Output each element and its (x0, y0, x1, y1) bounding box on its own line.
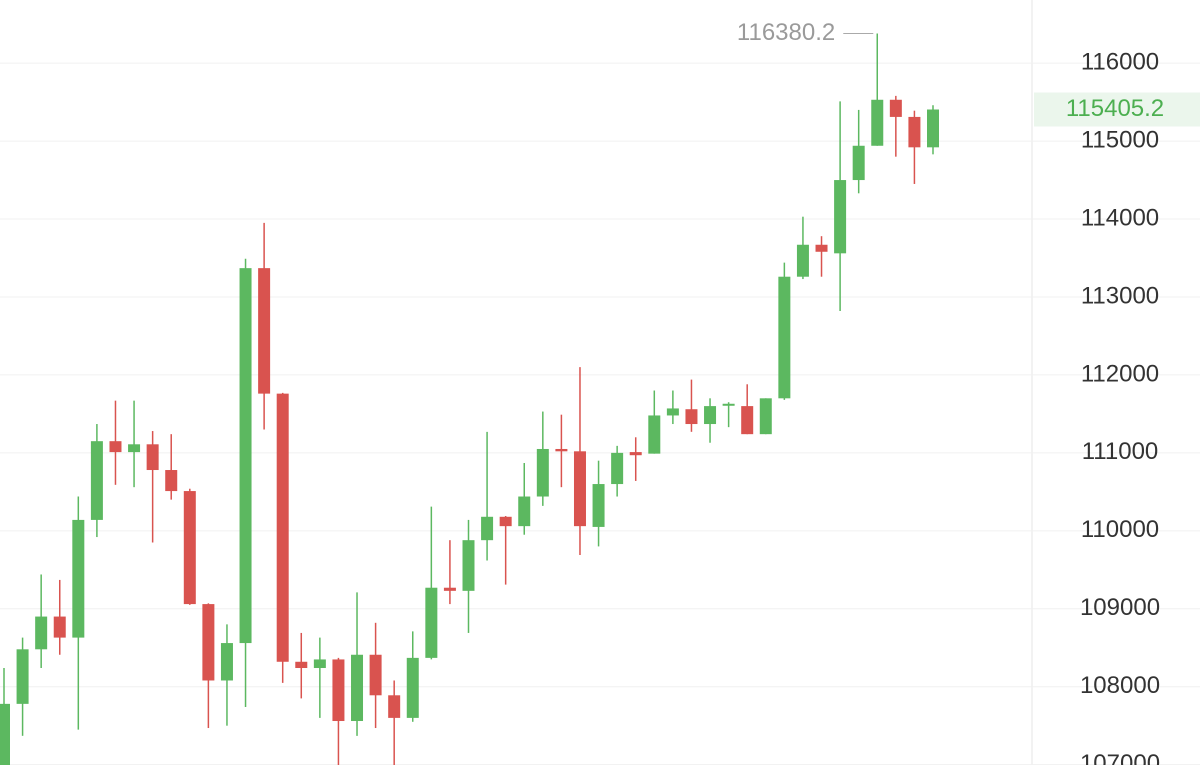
candle-body (202, 604, 215, 681)
candle-body (72, 519, 85, 638)
candle-body (908, 116, 921, 148)
candle-body (629, 452, 642, 456)
candle-body (406, 657, 419, 718)
candle-body (555, 448, 568, 452)
candle-body (462, 540, 475, 591)
y-tick-label: 111000 (1082, 438, 1159, 465)
candle-body (815, 244, 828, 252)
y-tick-label: 113000 (1081, 282, 1159, 309)
candle-body (425, 587, 438, 658)
candle-body (369, 654, 382, 696)
candle-body (313, 659, 326, 669)
high-label: 116380.2 (737, 19, 835, 46)
candle-body (351, 654, 364, 722)
candle-body (834, 180, 847, 254)
candle-body (685, 409, 698, 425)
candle-body (889, 99, 902, 117)
y-tick-label: 115000 (1081, 126, 1159, 153)
candle-body (90, 441, 103, 520)
y-tick-label: 116000 (1081, 48, 1159, 75)
y-tick-label: 109000 (1080, 594, 1160, 621)
candle-body (722, 403, 735, 406)
candle-body (109, 441, 122, 453)
candle-body (741, 406, 754, 435)
candle-body (573, 451, 586, 527)
candle-body (295, 661, 308, 669)
candle-body (128, 444, 141, 453)
candle-body (183, 491, 196, 605)
candle-body (536, 448, 549, 497)
candle-body (332, 659, 345, 722)
y-tick-label: 108000 (1080, 672, 1160, 699)
candle-body (871, 99, 884, 146)
candle-body (165, 470, 178, 492)
candle-body (778, 276, 791, 399)
candle-body (499, 516, 512, 527)
candle-body (481, 516, 494, 541)
candle-body (796, 244, 809, 277)
candle-body (53, 616, 66, 638)
candle-body (0, 703, 10, 765)
candle-body (35, 616, 48, 650)
candle-body (592, 484, 605, 527)
candle-body (852, 145, 865, 181)
candle-body (704, 406, 717, 425)
candle-body (388, 695, 401, 718)
y-tick-label: 112000 (1081, 360, 1159, 387)
candle-body (258, 268, 271, 394)
candle-body (220, 643, 233, 681)
candle-body (759, 398, 772, 435)
candle-body (443, 587, 456, 591)
candle-body (146, 444, 159, 471)
y-tick-label: 107000 (1080, 750, 1160, 765)
candle-body (666, 408, 679, 416)
y-tick-label: 110000 (1081, 516, 1159, 543)
candle-body (16, 649, 29, 704)
candle-body (239, 268, 252, 644)
candle-body (927, 109, 939, 148)
last-price-label: 115405.2 (1066, 95, 1164, 122)
candle-body (648, 415, 661, 454)
candle-body (611, 452, 624, 485)
candle-body (276, 393, 289, 662)
last-price-box (1034, 92, 1200, 127)
y-tick-label: 114000 (1081, 204, 1159, 231)
candle-body (518, 496, 531, 527)
